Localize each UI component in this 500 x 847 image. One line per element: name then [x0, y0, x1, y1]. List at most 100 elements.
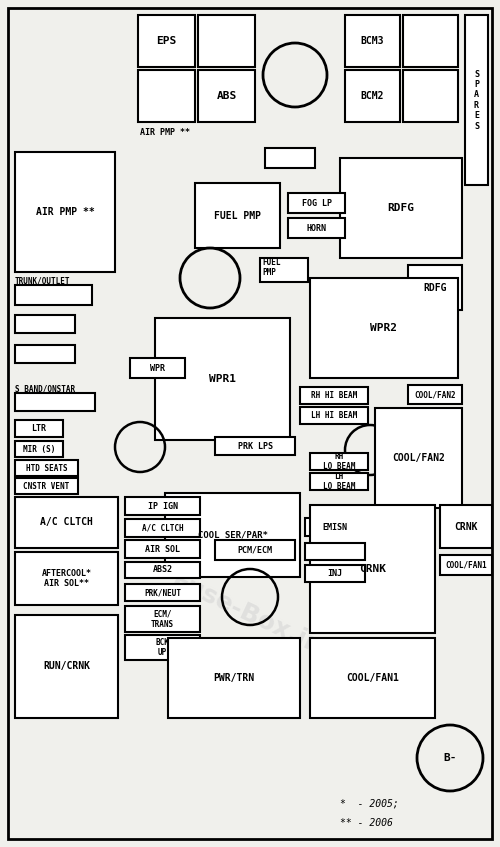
Text: COOL/FAN2: COOL/FAN2 [392, 453, 445, 463]
Text: BCM2: BCM2 [361, 91, 384, 101]
Bar [165, 493, 300, 577]
Text: FUEL PMP: FUEL PMP [214, 211, 261, 220]
Text: Fuse-Box.info: Fuse-Box.info [168, 568, 352, 672]
Bar [305, 518, 365, 536]
Bar [125, 606, 200, 632]
Text: ECM/
TRANS: ECM/ TRANS [151, 609, 174, 628]
Text: PRK/NEUT: PRK/NEUT [144, 588, 181, 597]
Bar [15, 420, 63, 437]
Bar [375, 408, 462, 508]
Bar [138, 15, 195, 67]
Text: WPR: WPR [150, 363, 165, 373]
Bar [310, 638, 435, 718]
Text: AIR SOL: AIR SOL [145, 545, 180, 553]
Bar [125, 540, 200, 558]
Text: CRNK: CRNK [359, 564, 386, 574]
Bar [195, 183, 280, 248]
Text: COOL/FAN1: COOL/FAN1 [346, 673, 399, 683]
Bar [15, 478, 78, 494]
Text: LH
LO BEAM: LH LO BEAM [323, 472, 355, 491]
Bar [15, 441, 63, 457]
Text: B-: B- [444, 753, 457, 763]
Bar [155, 318, 290, 440]
Text: WPR2: WPR2 [370, 323, 398, 333]
Bar [130, 358, 185, 378]
Bar [15, 345, 75, 363]
Text: BCM3: BCM3 [361, 36, 384, 46]
Text: S
P
A
R
E
S: S P A R E S [474, 69, 479, 130]
Bar [408, 385, 462, 404]
Bar [440, 505, 492, 548]
Bar [403, 70, 458, 122]
Bar [465, 15, 488, 185]
Text: RUN/CRNK: RUN/CRNK [43, 662, 90, 672]
Bar [310, 453, 368, 470]
Text: ** - 2006: ** - 2006 [340, 818, 393, 828]
Bar [300, 407, 368, 424]
Text: FOG LP: FOG LP [302, 198, 332, 208]
Text: A/C CLTCH: A/C CLTCH [142, 523, 184, 533]
Text: BCK
UP: BCK UP [156, 638, 170, 657]
Text: COOL/FAN1: COOL/FAN1 [445, 561, 487, 569]
Bar [125, 497, 200, 515]
Text: *  - 2005;: * - 2005; [340, 798, 399, 808]
Text: COOL/FAN2: COOL/FAN2 [414, 390, 456, 399]
Text: TRUNK/OUTLET: TRUNK/OUTLET [15, 276, 70, 285]
Text: CNSTR VENT: CNSTR VENT [24, 481, 70, 490]
Bar [310, 473, 368, 490]
Bar [408, 265, 462, 310]
Bar [15, 615, 118, 718]
Bar [198, 15, 255, 67]
Bar [125, 519, 200, 537]
Bar [260, 258, 308, 282]
Bar [125, 584, 200, 601]
Text: EMISN: EMISN [322, 523, 347, 532]
Bar [265, 148, 315, 168]
Bar [340, 158, 462, 258]
Bar [15, 285, 92, 305]
Bar [15, 497, 118, 548]
Text: WPR1: WPR1 [209, 374, 236, 384]
Text: A/C CLTCH: A/C CLTCH [40, 518, 93, 528]
Bar [138, 70, 195, 122]
Bar [168, 638, 300, 718]
Bar [215, 437, 295, 455]
Bar [15, 552, 118, 605]
Text: CRNK: CRNK [454, 522, 478, 532]
Text: RH
LO BEAM: RH LO BEAM [323, 451, 355, 471]
Bar [288, 218, 345, 238]
Bar [440, 555, 492, 575]
Text: EPS: EPS [156, 36, 176, 46]
Text: ABS: ABS [216, 91, 236, 101]
Bar [15, 152, 115, 272]
Text: IP IGN: IP IGN [148, 501, 178, 511]
Text: PWR/TRN: PWR/TRN [214, 673, 254, 683]
Text: PRK LPS: PRK LPS [238, 441, 272, 451]
Text: AIR PMP **: AIR PMP ** [36, 207, 94, 217]
Bar [403, 15, 458, 67]
Text: LTR: LTR [32, 424, 46, 433]
Bar [125, 635, 200, 660]
Text: RDFG: RDFG [423, 283, 447, 292]
Bar [215, 540, 295, 560]
Bar [305, 565, 365, 582]
Bar [310, 278, 458, 378]
Bar [345, 15, 400, 67]
Bar [198, 70, 255, 122]
Bar [345, 70, 400, 122]
Bar [288, 193, 345, 213]
Text: INJ: INJ [328, 569, 342, 578]
Bar [15, 460, 78, 476]
Text: AFTERCOOL*
AIR SOL**: AFTERCOOL* AIR SOL** [42, 569, 92, 588]
Text: PCM/ECM: PCM/ECM [238, 545, 272, 555]
Text: HTD SEATS: HTD SEATS [26, 463, 68, 473]
Bar [125, 562, 200, 578]
Text: LH HI BEAM: LH HI BEAM [311, 411, 357, 420]
Bar [310, 505, 435, 633]
Text: RDFG: RDFG [388, 203, 414, 213]
Text: S BAND/ONSTAR: S BAND/ONSTAR [15, 384, 75, 393]
Text: COOL SER/PAR*: COOL SER/PAR* [198, 530, 268, 540]
Text: FUEL
PMP: FUEL PMP [262, 258, 280, 278]
Text: MIR (S): MIR (S) [23, 445, 55, 453]
Text: AIR PMP **: AIR PMP ** [140, 128, 190, 137]
